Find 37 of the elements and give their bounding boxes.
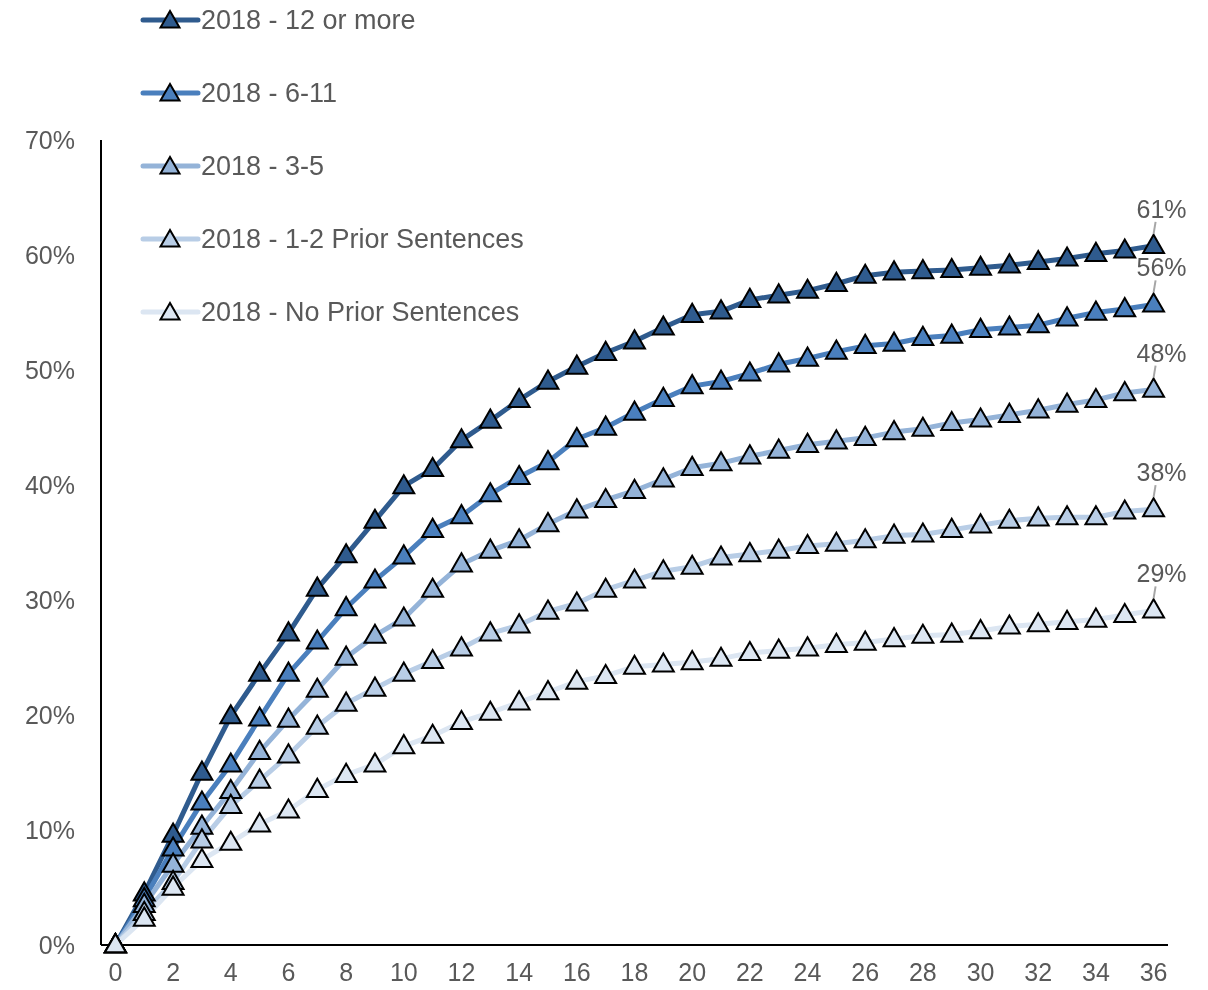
legend-label: 2018 - 1-2 Prior Sentences: [201, 224, 524, 254]
data-label: 61%: [1136, 194, 1187, 223]
y-tick-label: 10%: [24, 816, 75, 844]
x-tick-label: 34: [1082, 958, 1110, 986]
x-tick-label: 8: [339, 958, 354, 986]
data-label: 29%: [1136, 559, 1187, 588]
data-label: 48%: [1136, 338, 1187, 367]
legend-label: 2018 - No Prior Sentences: [201, 297, 520, 327]
x-tick-label: 0: [108, 958, 123, 986]
y-tick-label: 20%: [24, 701, 75, 729]
y-tick-label: 60%: [24, 241, 75, 269]
legend-label: 2018 - 12 or more: [201, 5, 416, 35]
data-label: 56%: [1136, 253, 1187, 282]
x-tick-label: 26: [851, 958, 880, 986]
data-label: 38%: [1136, 458, 1187, 487]
y-tick-label: 30%: [24, 586, 75, 614]
x-tick-label: 16: [562, 958, 591, 986]
x-tick-label: 22: [735, 958, 764, 986]
y-tick-label: 50%: [24, 356, 75, 384]
x-tick-label: 2: [166, 958, 181, 986]
x-tick-label: 20: [678, 958, 707, 986]
x-tick-label: 10: [389, 958, 418, 986]
x-tick-label: 30: [966, 958, 995, 986]
x-tick-label: 18: [620, 958, 649, 986]
x-tick-label: 12: [447, 958, 476, 986]
x-tick-label: 32: [1024, 958, 1053, 986]
y-tick-label: 0%: [38, 931, 75, 959]
y-tick-label: 40%: [24, 471, 75, 499]
y-tick-label: 70%: [24, 126, 75, 154]
x-tick-label: 4: [223, 958, 238, 986]
x-tick-label: 28: [908, 958, 937, 986]
x-tick-label: 24: [793, 958, 822, 986]
legend-label: 2018 - 6-11: [201, 78, 338, 108]
x-tick-label: 14: [505, 958, 534, 986]
legend-label: 2018 - 3-5: [201, 151, 325, 181]
x-tick-label: 6: [281, 958, 296, 986]
x-tick-label: 36: [1139, 958, 1168, 986]
